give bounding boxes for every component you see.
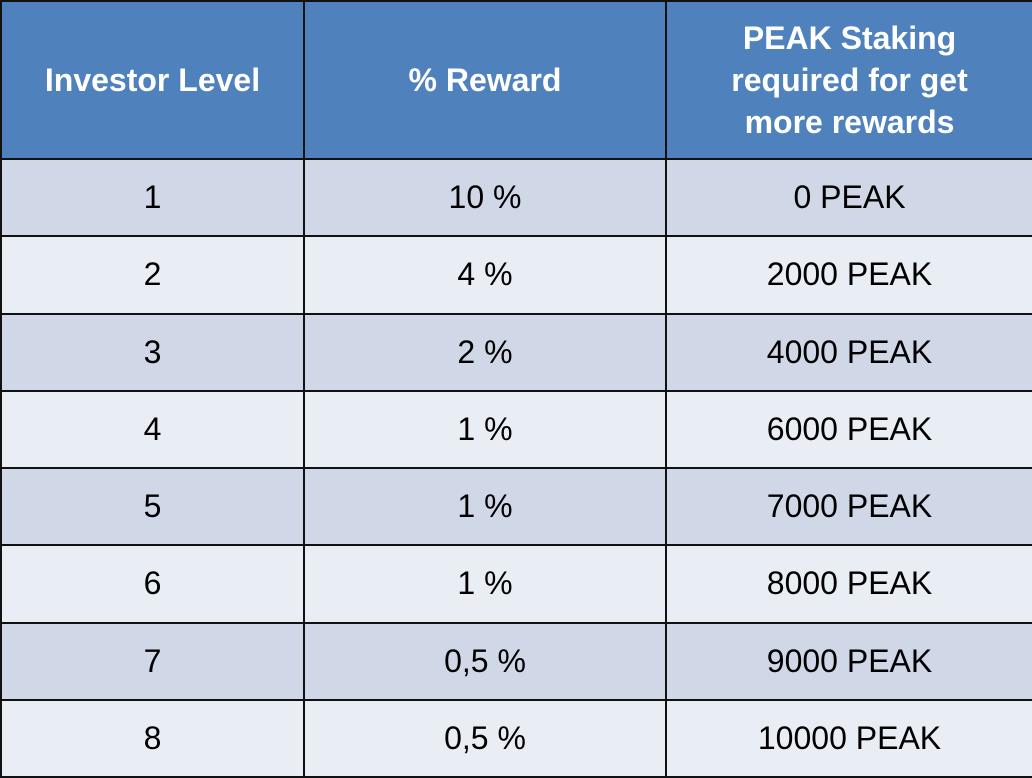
header-reward-label: % Reward [408, 62, 562, 98]
staking-cell: 8000 PEAK [665, 544, 1032, 624]
staking-cell: 0 PEAK [665, 157, 1032, 238]
reward-cell: 1 % [303, 466, 667, 547]
level-cell: 2 [0, 235, 305, 315]
table-row: 8 0,5 % 10000 PEAK [0, 698, 1032, 778]
header-investor-level-label: Investor Level [44, 62, 261, 98]
reward-cell: 10 % [303, 157, 667, 238]
header-peak-staking-label: PEAK Staking required for get more rewar… [731, 20, 968, 140]
reward-cell: 2 % [303, 312, 667, 392]
level-cell: 6 [0, 544, 305, 624]
level-cell: 1 [0, 157, 305, 238]
reward-cell: 0,5 % [303, 698, 667, 778]
reward-cell: 1 % [303, 544, 667, 624]
reward-cell: 0,5 % [303, 621, 667, 701]
staking-cell: 9000 PEAK [665, 621, 1032, 701]
table-body: 1 10 % 0 PEAK 2 4 % 2000 PEAK 3 2 % 4000 PEAK 4 1 … [0, 157, 1032, 778]
reward-cell: 1 % [303, 389, 667, 470]
table-row: 1 10 % 0 PEAK [0, 157, 1032, 238]
level-cell: 7 [0, 621, 305, 701]
header-peak-staking: PEAK Staking required for get more rewar… [665, 0, 1032, 160]
staking-cell: 2000 PEAK [665, 235, 1032, 315]
level-cell: 5 [0, 466, 305, 547]
table-header: Investor Level % Reward PEAK Staking req… [0, 0, 1032, 160]
header-reward: % Reward [303, 0, 667, 160]
level-cell: 4 [0, 389, 305, 470]
staking-cell: 7000 PEAK [665, 466, 1032, 547]
level-cell: 3 [0, 312, 305, 392]
staking-cell: 6000 PEAK [665, 389, 1032, 470]
staking-cell: 4000 PEAK [665, 312, 1032, 392]
reward-cell: 4 % [303, 235, 667, 315]
table-row: 7 0,5 % 9000 PEAK [0, 621, 1032, 701]
level-cell: 8 [0, 698, 305, 778]
staking-cell: 10000 PEAK [665, 698, 1032, 778]
header-investor-level: Investor Level [0, 0, 305, 160]
header-row: Investor Level % Reward PEAK Staking req… [0, 0, 1032, 160]
